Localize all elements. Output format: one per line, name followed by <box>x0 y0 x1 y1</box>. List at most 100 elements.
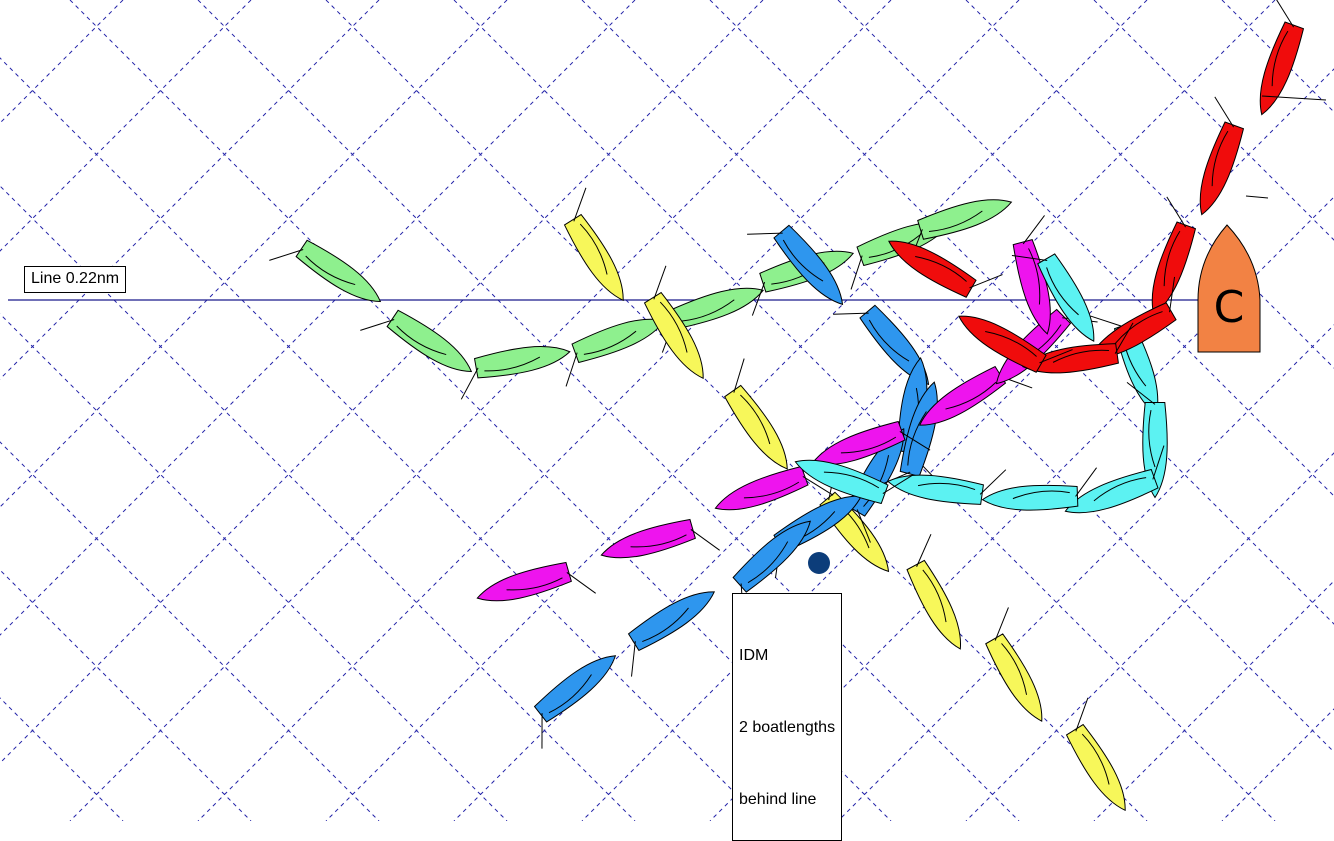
idm-mark[interactable] <box>808 552 830 574</box>
boat-boom <box>541 713 543 749</box>
boat-boom <box>833 312 869 315</box>
race-diagram: C <box>0 0 1334 821</box>
committee-boat[interactable]: C <box>1197 224 1261 353</box>
grid-line <box>1093 580 1334 821</box>
boat-hull <box>906 559 961 650</box>
boat-sail <box>642 607 689 643</box>
grid-line <box>0 697 124 821</box>
boat-boom <box>882 474 914 495</box>
boat-position <box>1064 445 1165 514</box>
grid-line <box>0 313 508 821</box>
grid-line <box>453 0 1276 821</box>
grid-line <box>0 0 124 124</box>
boat-hull <box>773 224 844 306</box>
boat-sail <box>985 330 1037 357</box>
boat-sail <box>782 239 824 282</box>
boat-hull <box>533 655 617 723</box>
boat-wind-tick <box>1245 195 1269 199</box>
boat-boom <box>690 529 720 551</box>
boat-wind-tick <box>1261 95 1327 101</box>
boat-sail <box>1271 30 1289 87</box>
boat-sail <box>917 482 976 491</box>
boat-sail <box>743 481 800 499</box>
boat-sail <box>1211 130 1229 187</box>
boat-position <box>1065 697 1126 812</box>
boat-sail <box>928 210 983 232</box>
grid-line <box>0 569 252 821</box>
boat-boom <box>1039 349 1073 364</box>
boat-position <box>1012 215 1051 335</box>
committee-boat-letter: C <box>1214 282 1245 333</box>
boat-hull <box>1151 221 1197 316</box>
idm-note: IDM 2 boatlengths behind line <box>732 593 843 841</box>
boat-sail <box>1114 311 1163 344</box>
boat-boom <box>733 358 745 393</box>
boat-track-blue-1 <box>533 224 933 749</box>
boat-sail <box>484 356 541 372</box>
boat-sail <box>915 255 967 282</box>
boat-boom <box>979 469 1007 495</box>
idm-note-line-3: behind line <box>739 791 817 808</box>
grid-line <box>581 68 1334 821</box>
boat-hull <box>563 213 624 302</box>
boat-hull <box>571 318 666 364</box>
grid-line <box>0 0 636 636</box>
boat-boom <box>1274 0 1295 28</box>
boat-sail <box>579 223 608 275</box>
boat-boom <box>1168 276 1176 313</box>
boat-position <box>360 309 473 373</box>
boat-boom <box>856 509 871 543</box>
grid-line <box>0 57 764 821</box>
boat-sail <box>1093 477 1147 502</box>
boat-hull <box>1064 468 1159 514</box>
boat-sail <box>1046 267 1079 316</box>
grid-line <box>1093 0 1334 241</box>
boat-boom <box>1075 467 1097 497</box>
boat-boom <box>916 533 932 567</box>
boat-hull <box>958 315 1047 373</box>
boat-position <box>747 224 844 306</box>
grid-line <box>197 0 1020 821</box>
boat-position <box>714 465 834 511</box>
grid-line <box>965 0 1334 369</box>
boat-sail <box>1001 643 1028 695</box>
boat-hull <box>295 239 382 303</box>
grid-line <box>0 0 380 380</box>
boat-hull <box>811 420 906 466</box>
grid-line <box>1221 0 1334 113</box>
grid-line <box>197 0 1020 821</box>
boat-position <box>985 607 1043 722</box>
boat-position <box>1022 322 1134 374</box>
boat-hull <box>600 518 696 559</box>
boat-hull <box>917 199 1013 240</box>
boat-position <box>476 561 596 602</box>
boat-hull <box>386 309 473 373</box>
boat-hull <box>1065 723 1126 812</box>
idm-note-title: IDM <box>739 647 769 664</box>
boat-hull <box>888 240 977 298</box>
boat-sail <box>945 381 997 410</box>
grid-line <box>1221 708 1334 821</box>
boat-position <box>565 318 666 387</box>
boat-boom <box>1090 315 1125 328</box>
grid-line <box>453 0 1276 821</box>
boat-sail <box>1028 248 1041 305</box>
grid-lines <box>0 0 1334 821</box>
boat-sail <box>681 299 735 322</box>
boat-position <box>958 315 1073 373</box>
grid-line <box>69 0 892 821</box>
boat-boom <box>1214 96 1235 128</box>
boat-position <box>563 187 624 302</box>
boat-hull <box>643 291 704 380</box>
grid-line <box>837 0 1334 497</box>
grid-line <box>0 185 636 821</box>
boat-sail <box>1163 230 1181 287</box>
boat-position <box>533 655 617 749</box>
boat-position <box>600 518 720 559</box>
boat-hull <box>794 459 889 505</box>
grid-line <box>0 441 380 821</box>
boat-hull <box>724 384 788 470</box>
boat-hull <box>476 561 572 602</box>
boat-position <box>1199 96 1245 216</box>
boat-track-red <box>888 0 1305 374</box>
